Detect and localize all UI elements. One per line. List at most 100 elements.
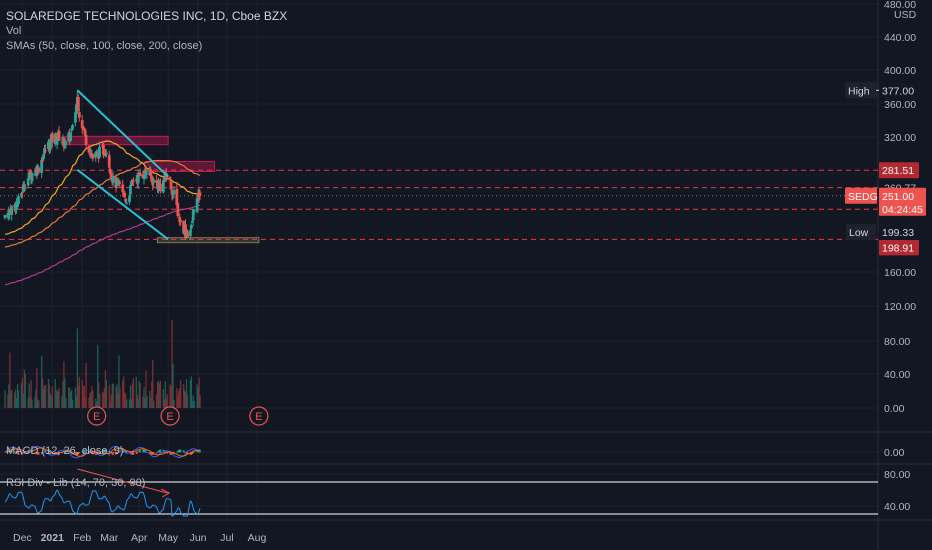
candle-body (3, 215, 7, 219)
volume-bar (85, 362, 87, 408)
volume-bar (82, 385, 84, 408)
macd-histogram-bar (126, 451, 128, 453)
macd-histogram-bar (16, 452, 19, 455)
volume-bar (193, 401, 195, 408)
time-axis-label: 2021 (41, 532, 65, 544)
macd-histogram-bar (36, 452, 38, 455)
candle-body (26, 178, 30, 186)
earnings-marker-icon[interactable] (249, 406, 269, 426)
volume-bar (56, 389, 58, 408)
volume-bar (7, 394, 9, 408)
macd-histogram-bar (98, 451, 101, 453)
candle-body (91, 154, 95, 159)
macd-histogram-bar (71, 452, 74, 454)
candle-body (62, 138, 66, 148)
volume-bar (89, 393, 91, 408)
candle-body (141, 174, 145, 179)
macd-histogram-bar (177, 450, 179, 453)
candle-body (145, 173, 149, 175)
candle-body (102, 144, 105, 155)
macd-histogram-bar (92, 452, 94, 455)
earnings-marker-icon[interactable] (87, 406, 107, 426)
volume-bar (198, 377, 200, 408)
level-281-label: 281.51 (882, 165, 914, 177)
volume-bar (70, 390, 73, 408)
candle-body (130, 181, 133, 185)
level-281-label-bg (879, 162, 919, 179)
macd-legend[interactable]: MACD (12, 26, close, 9) (6, 445, 124, 457)
volume-bar (184, 391, 187, 408)
time-axis[interactable]: Dec 2021 Feb Mar Apr May Jun Jul Aug (13, 532, 266, 544)
macd-histogram-bar (28, 449, 30, 453)
rsi-divergence-line (77, 468, 168, 494)
macd-histogram-bar (144, 450, 146, 453)
volume-bar (157, 381, 160, 408)
candle-body (122, 191, 126, 193)
candle-body (17, 196, 20, 205)
volume-bar (192, 395, 194, 408)
symbol-title[interactable]: SOLAREDGE TECHNOLOGIES INC, 1D, Cboe BZX (6, 9, 288, 23)
macd-histogram-bar (150, 452, 152, 455)
candle-body (28, 170, 32, 174)
supply-zone (64, 135, 169, 146)
sma-legend[interactable]: SMAs (50, close, 100, close, 200, close) (6, 40, 203, 52)
macd-histogram-bar (110, 452, 112, 454)
volume-bar (62, 381, 64, 408)
volume-bar (71, 400, 74, 408)
vol-legend[interactable]: Vol (6, 25, 22, 37)
time-axis-label: May (158, 532, 179, 544)
volume-bar (143, 387, 145, 408)
macd-histogram-bar (51, 452, 53, 453)
rsi-axis-tick: 40.00 (884, 501, 910, 513)
earnings-marker-label: E (166, 411, 173, 423)
volume-bar (186, 394, 189, 408)
volume-bar (14, 389, 17, 408)
candle-body (42, 154, 45, 159)
macd-histogram-bar (108, 451, 110, 453)
volume-bar (104, 370, 107, 408)
volume-bar (131, 383, 134, 408)
macd-histogram-bar (35, 452, 37, 454)
volume-bar (135, 376, 137, 408)
macd-histogram-bar (184, 452, 187, 453)
candle-body (7, 209, 11, 220)
price-axis-tick: 40.00 (884, 369, 910, 381)
candle-body (131, 180, 135, 182)
candle-body (77, 112, 81, 118)
volume-bar (173, 399, 175, 408)
candle-body (15, 202, 18, 210)
trend-channel[interactable] (76, 89, 169, 241)
volume-bar (130, 399, 133, 408)
macd-histogram-bar (21, 452, 24, 455)
volume-bar (17, 390, 20, 408)
macd-histogram-bar (157, 450, 160, 453)
candle-body (198, 192, 202, 196)
macd-histogram-bar (191, 452, 193, 455)
macd-histogram-bar (105, 450, 108, 453)
volume-bar (117, 393, 119, 408)
candle-body (104, 152, 108, 155)
volume-bar (23, 369, 25, 408)
volume-bar (156, 381, 159, 408)
candle-body (190, 221, 194, 223)
candle-body (186, 231, 189, 238)
volume-bar (176, 388, 178, 408)
candle-body (41, 158, 45, 162)
time-axis-label: Aug (248, 532, 267, 544)
earnings-marker-icon[interactable] (160, 406, 180, 426)
sma-100-line (4, 159, 201, 248)
candle-body (80, 120, 84, 129)
macd-histogram-bar (91, 452, 93, 454)
rsi-legend[interactable]: RSI Div - Lib (14, 70, 30, 90) (6, 477, 146, 489)
candle-body (94, 152, 98, 158)
level-198-label-bg (879, 239, 919, 256)
volume-bar (190, 376, 193, 408)
earnings-marker-label: E (255, 411, 262, 423)
candle-body (48, 139, 52, 150)
macd-histogram-bar (124, 449, 126, 453)
macd-histogram-bar (192, 452, 194, 454)
price-axis[interactable]: 480.00 440.00 400.00 360.00 320.00 160.00 120.… (884, 0, 917, 513)
candle-body (152, 179, 156, 183)
